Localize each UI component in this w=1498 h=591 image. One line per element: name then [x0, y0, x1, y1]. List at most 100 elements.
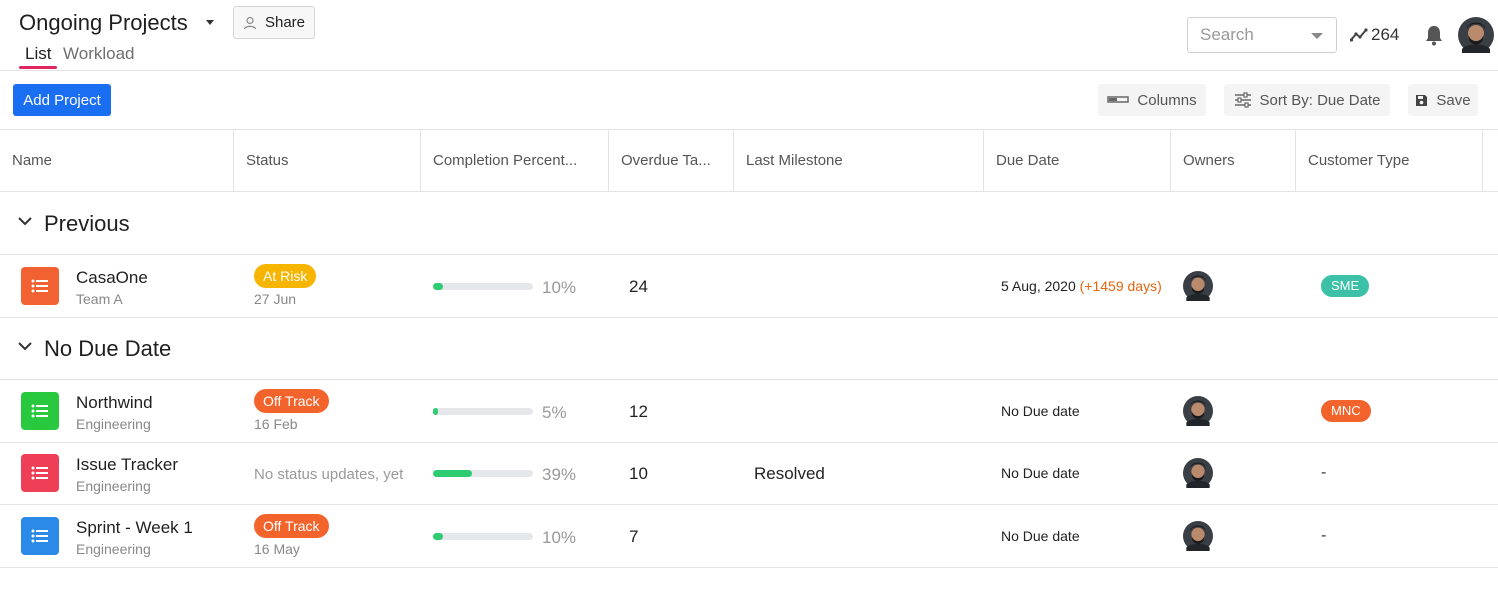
completion-percent: 10%	[542, 278, 577, 297]
column-header-customer-type[interactable]: Customer Type	[1296, 130, 1483, 191]
project-icon	[21, 517, 59, 555]
completion-percent: 10%	[542, 528, 577, 547]
column-header-owners[interactable]: Owners	[1171, 130, 1296, 191]
project-icon	[21, 454, 59, 492]
notification-bell-icon[interactable]	[1424, 24, 1444, 46]
list-icon	[31, 279, 48, 293]
project-team: Engineering	[76, 416, 151, 432]
owner-avatar[interactable]	[1183, 271, 1213, 301]
customer-type-badge: SME	[1321, 275, 1370, 297]
column-header-status[interactable]: Status	[234, 130, 421, 191]
group-header[interactable]: No Due Date	[0, 317, 1498, 380]
project-name[interactable]: Issue Tracker	[76, 455, 179, 474]
share-label: Share	[264, 14, 306, 31]
customer-type-badge: MNC	[1321, 400, 1371, 422]
status-badge[interactable]: Off Track	[254, 514, 329, 538]
group-title: No Due Date	[44, 336, 172, 361]
due-date: 5 Aug, 2020 (+1459 days)	[1001, 278, 1162, 294]
completion-bar	[433, 283, 533, 290]
project-team: Team A	[76, 291, 123, 307]
save-button[interactable]: Save	[1408, 84, 1478, 116]
project-team: Engineering	[76, 478, 151, 494]
status-badge[interactable]: Off Track	[254, 389, 329, 413]
chevron-down-icon[interactable]	[17, 216, 33, 226]
group-header[interactable]: Previous	[0, 192, 1498, 255]
completion-fill	[433, 283, 443, 290]
status-date: 16 Feb	[254, 416, 298, 432]
table-header: Name Status Completion Percent... Overdu…	[0, 129, 1498, 192]
owner-avatar[interactable]	[1183, 458, 1213, 488]
project-team: Engineering	[76, 541, 151, 557]
due-date: No Due date	[1001, 528, 1080, 544]
table-row[interactable]: CasaOne Team A At Risk 27 Jun 10% 24 5 A…	[0, 255, 1498, 318]
project-name[interactable]: Northwind	[76, 393, 153, 412]
list-icon	[31, 404, 48, 418]
column-header-due-date[interactable]: Due Date	[984, 130, 1171, 191]
activity-count: 264	[1371, 25, 1400, 44]
list-icon	[31, 466, 48, 480]
completion-bar	[433, 533, 533, 540]
completion-percent: 5%	[542, 403, 567, 422]
overdue-tasks: 10	[629, 464, 648, 483]
table-row[interactable]: Northwind Engineering Off Track 16 Feb 5…	[0, 380, 1498, 443]
search-input[interactable]: Search	[1187, 17, 1337, 53]
due-date-value: No Due date	[1001, 403, 1080, 419]
owner-avatar[interactable]	[1183, 521, 1213, 551]
page-title: Ongoing Projects	[19, 10, 188, 35]
search-dropdown-icon[interactable]	[1311, 33, 1323, 39]
page-header: Ongoing Projects Share List Workload Sea…	[0, 0, 1498, 71]
column-header-overdue[interactable]: Overdue Ta...	[609, 130, 734, 191]
project-icon	[21, 392, 59, 430]
columns-button[interactable]: Columns	[1098, 84, 1206, 116]
completion-fill	[433, 533, 443, 540]
status-date: 27 Jun	[254, 291, 297, 307]
user-avatar[interactable]	[1458, 17, 1494, 53]
owner-avatar[interactable]	[1183, 396, 1213, 426]
sort-button[interactable]: Sort By: Due Date	[1224, 84, 1390, 116]
add-project-button[interactable]: Add Project	[13, 84, 111, 116]
due-date-overdue: (+1459 days)	[1079, 278, 1162, 294]
sliders-icon	[1234, 92, 1251, 108]
completion-fill	[433, 470, 472, 477]
list-icon	[31, 529, 48, 543]
completion-bar	[433, 470, 533, 477]
tab-list[interactable]: List	[25, 44, 52, 63]
table-row[interactable]: Issue Tracker Engineering No status upda…	[0, 442, 1498, 505]
table-row[interactable]: Sprint - Week 1 Engineering Off Track 16…	[0, 505, 1498, 568]
status-badge[interactable]: At Risk	[254, 264, 317, 288]
floppy-disk-icon	[1416, 94, 1428, 106]
column-header-completion[interactable]: Completion Percent...	[421, 130, 609, 191]
customer-type-empty: -	[1321, 464, 1327, 481]
project-icon	[21, 267, 59, 305]
due-date: No Due date	[1001, 403, 1080, 419]
due-date: No Due date	[1001, 465, 1080, 481]
search-placeholder: Search	[1200, 25, 1254, 44]
sort-label: Sort By: Due Date	[1259, 91, 1381, 109]
column-header-name[interactable]: Name	[0, 130, 234, 191]
customer-type-empty: -	[1321, 527, 1327, 544]
share-button[interactable]: Share	[233, 6, 315, 39]
overdue-tasks: 12	[629, 402, 648, 421]
overdue-tasks: 7	[629, 527, 639, 546]
save-label: Save	[1436, 91, 1471, 109]
trend-icon	[1350, 28, 1368, 42]
project-name[interactable]: CasaOne	[76, 268, 148, 287]
group-title: Previous	[44, 211, 130, 236]
activity-counter[interactable]: 264	[1350, 25, 1399, 45]
columns-icon	[1107, 96, 1130, 103]
column-header-milestone[interactable]: Last Milestone	[734, 130, 984, 191]
columns-label: Columns	[1137, 91, 1197, 109]
tab-workload[interactable]: Workload	[63, 44, 135, 63]
user-icon	[243, 16, 257, 29]
project-name[interactable]: Sprint - Week 1	[76, 518, 193, 537]
due-date-value: No Due date	[1001, 465, 1080, 481]
status-date: 16 May	[254, 541, 300, 557]
chevron-down-icon[interactable]	[17, 341, 33, 351]
status-text: No status updates, yet	[254, 466, 404, 483]
active-tab-indicator	[19, 66, 57, 69]
last-milestone: Resolved	[754, 464, 825, 483]
completion-bar	[433, 408, 533, 415]
title-dropdown-icon[interactable]	[206, 20, 214, 25]
overdue-tasks: 24	[629, 277, 648, 296]
completion-percent: 39%	[542, 465, 577, 484]
